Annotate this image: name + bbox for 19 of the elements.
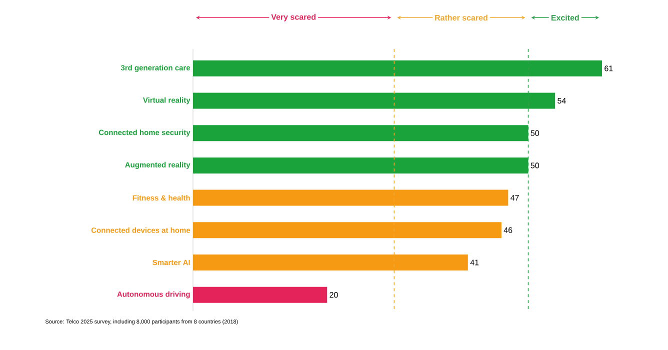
bar bbox=[193, 254, 468, 270]
bar bbox=[193, 222, 502, 238]
data-label: 46 bbox=[504, 227, 512, 233]
data-label: 41 bbox=[470, 260, 479, 266]
bar bbox=[193, 60, 602, 76]
data-label: 47 bbox=[510, 195, 519, 201]
data-label: 50 bbox=[530, 162, 540, 168]
text: Excited bbox=[551, 14, 579, 21]
bar bbox=[193, 286, 328, 303]
data-label: 61 bbox=[604, 66, 613, 72]
text: Very scared bbox=[271, 14, 316, 22]
bar bbox=[193, 92, 556, 109]
bar bbox=[193, 125, 528, 142]
bar bbox=[193, 190, 508, 206]
text: Rather scared bbox=[435, 14, 488, 21]
bar bbox=[193, 157, 528, 174]
data-label: 20 bbox=[330, 292, 338, 298]
data-label: 50 bbox=[530, 130, 540, 136]
data-label: 54 bbox=[558, 98, 566, 104]
